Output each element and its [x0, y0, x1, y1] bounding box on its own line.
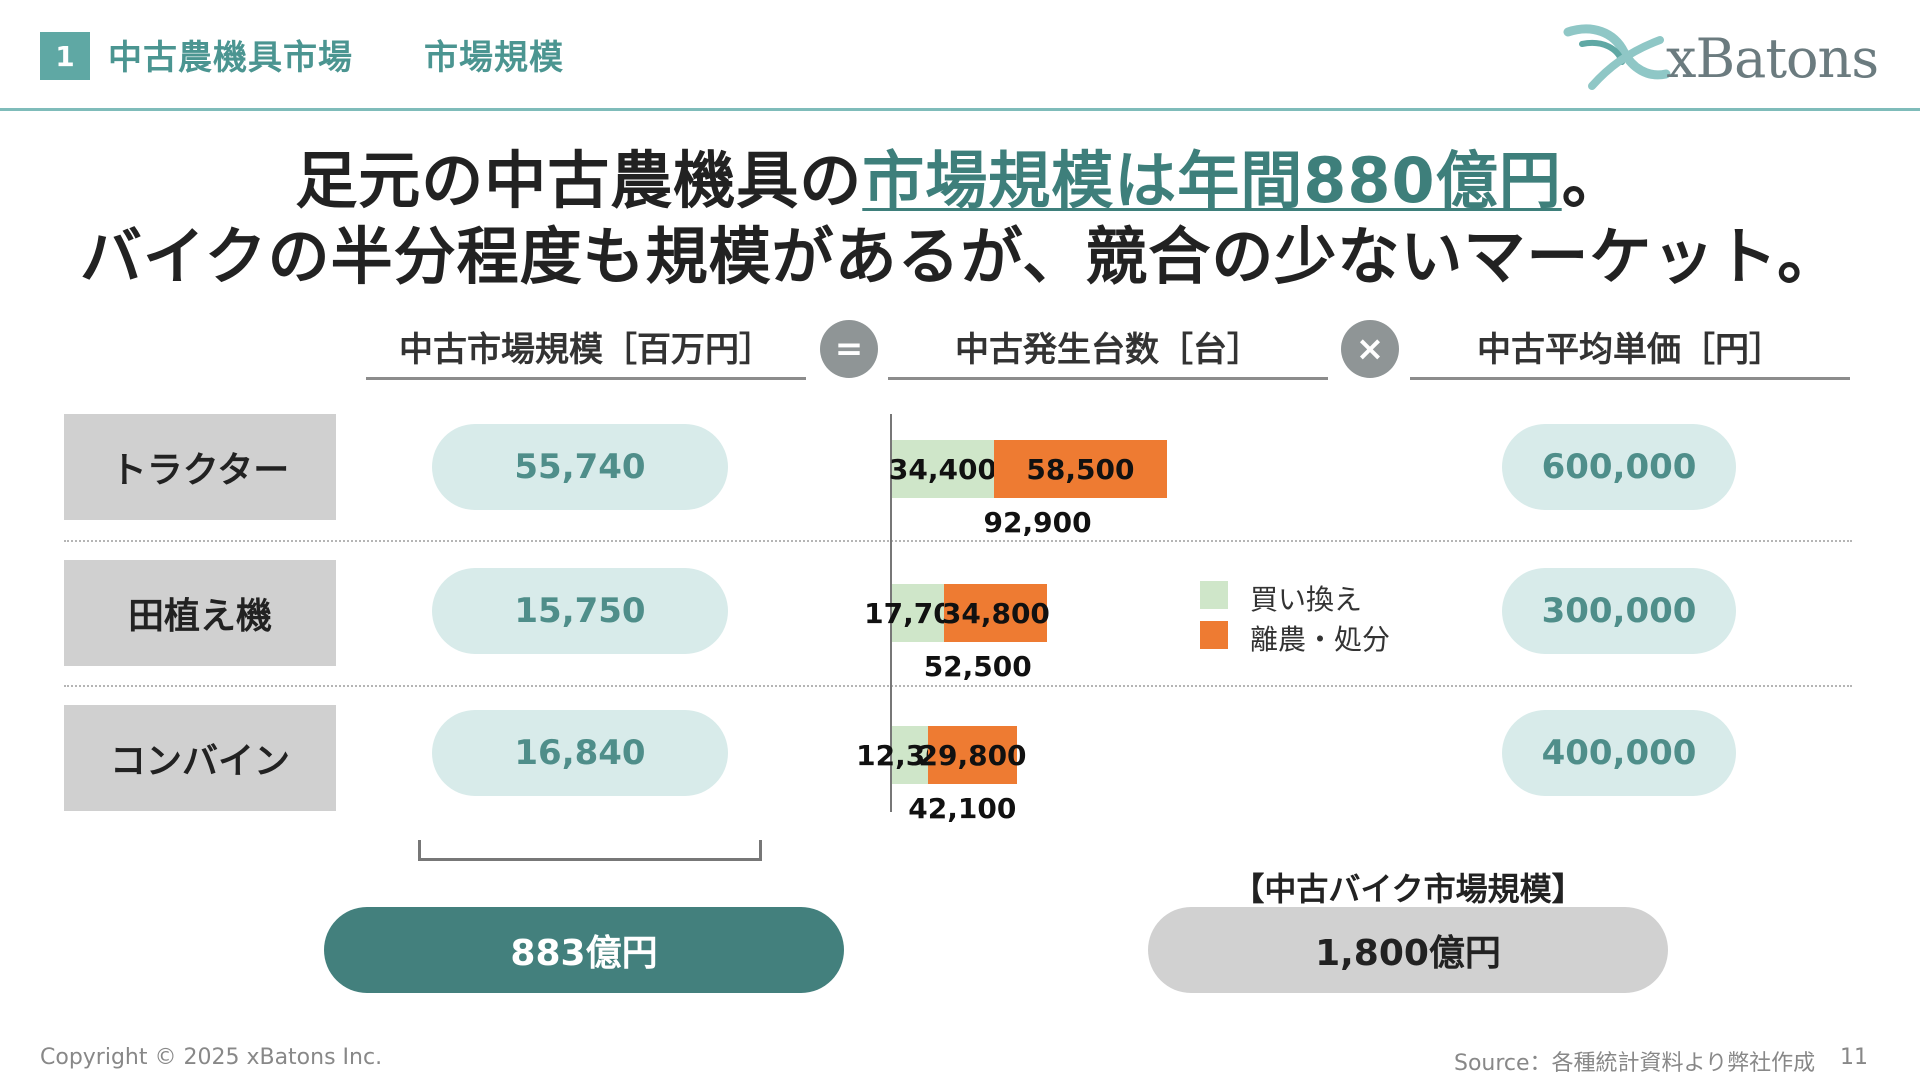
copyright: Copyright © 2025 xBatons Inc.	[40, 1045, 383, 1070]
market-size-rice-transplanter: 15,750	[432, 568, 728, 654]
legend-label-retire: 離農・処分	[1250, 623, 1391, 656]
column-header-market-size: 中古市場規模［百万円］	[399, 330, 773, 370]
headline-suffix: 。	[1561, 144, 1625, 217]
section-number-badge: 1	[40, 32, 90, 80]
bar-retire-rice-transplanter: 34,800	[941, 584, 1050, 642]
bar-total-tractor: 92,900	[983, 506, 1092, 539]
market-size-tractor: 55,740	[432, 424, 728, 510]
avg-price-tractor: 600,000	[1502, 424, 1736, 510]
sum-bracket	[418, 840, 762, 861]
headline-highlight: 市場規模は年間880億円	[862, 144, 1562, 217]
logo-text: xBatons	[1666, 26, 1879, 90]
headline-prefix: 足元の中古農機具の	[295, 144, 863, 217]
section-subtitle: 市場規模	[424, 38, 564, 78]
column-underline-avg-price	[1410, 377, 1850, 380]
avg-price-rice-transplanter: 300,000	[1502, 568, 1736, 654]
row-divider	[64, 685, 1852, 687]
legend-label-replace: 買い換え	[1250, 583, 1363, 616]
column-header-units: 中古発生台数［台］	[955, 330, 1261, 370]
legend-swatch-replace	[1200, 581, 1228, 609]
bar-label-replace-tractor: 34,400	[888, 452, 997, 486]
row-label-tractor: トラクター	[64, 414, 336, 520]
bar-total-rice-transplanter: 52,500	[923, 650, 1032, 683]
section-title: 中古農機具市場	[108, 38, 353, 78]
bike-market-size: 1,800億円	[1148, 907, 1668, 993]
row-label-combine: コンバイン	[64, 705, 336, 811]
headline-line-2: バイクの半分程度も規模があるが、競合の少ないマーケット。	[79, 220, 1841, 293]
bar-label-retire-tractor: 58,500	[1026, 452, 1135, 486]
avg-price-combine: 400,000	[1502, 710, 1736, 796]
bar-replace-rice-transplanter: 17,700	[864, 584, 972, 642]
bar-retire-combine: 29,800	[918, 726, 1027, 784]
row-divider	[64, 540, 1852, 542]
bar-total-combine: 42,100	[908, 792, 1017, 825]
legend-swatch-retire	[1200, 621, 1228, 649]
logo-mark-icon	[1563, 24, 1671, 90]
bike-market-title: 【中古バイク市場規模】	[1232, 870, 1584, 908]
bar-label-retire-combine: 29,800	[918, 738, 1027, 772]
row-label-rice-transplanter: 田植え機	[64, 560, 336, 666]
bar-label-retire-rice-transplanter: 34,800	[941, 596, 1050, 630]
equals-operator-icon: =	[820, 320, 878, 378]
bar-retire-tractor: 58,500	[993, 440, 1167, 498]
times-operator-icon: ×	[1341, 320, 1399, 378]
headline-line-1: 足元の中古農機具の市場規模は年間880億円。	[0, 130, 1920, 220]
column-underline-market-size	[366, 377, 806, 380]
page-number: 11	[1840, 1045, 1868, 1070]
total-market-size: 883億円	[324, 907, 844, 993]
company-logo: xBatons	[1562, 18, 1892, 98]
column-underline-units	[888, 377, 1328, 380]
header-divider	[0, 108, 1920, 111]
bar-replace-tractor: 34,400	[888, 440, 997, 498]
bar-chart-axis	[890, 414, 892, 812]
source-note: Source：各種統計資料より弊社作成	[1454, 1051, 1816, 1076]
market-size-combine: 16,840	[432, 710, 728, 796]
column-header-avg-price: 中古平均単価［円］	[1477, 330, 1783, 370]
